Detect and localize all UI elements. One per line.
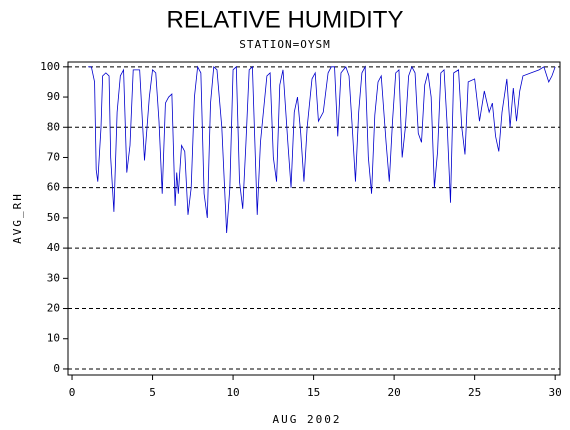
x-tick-label: 0 — [69, 386, 76, 399]
chart-subtitle: STATION=OYSM — [239, 38, 330, 51]
x-tick-label: 10 — [226, 386, 239, 399]
y-tick-label: 20 — [47, 302, 60, 315]
y-axis-label: AVG_RH — [11, 192, 24, 244]
y-tick-label: 80 — [47, 120, 60, 133]
x-tick-label: 15 — [307, 386, 320, 399]
x-axis-label: AUG 2002 — [273, 413, 342, 426]
y-tick-label: 50 — [47, 211, 60, 224]
data-line — [88, 65, 556, 234]
y-tick-label: 10 — [47, 332, 60, 345]
y-tick-label: 0 — [53, 362, 60, 375]
y-tick-label: 100 — [40, 60, 60, 73]
x-tick-label: 5 — [149, 386, 156, 399]
y-tick-label: 60 — [47, 181, 60, 194]
x-tick-label: 20 — [387, 386, 400, 399]
y-tick-label: 70 — [47, 150, 60, 163]
y-tick-label: 40 — [47, 241, 60, 254]
y-tick-label: 30 — [47, 271, 60, 284]
y-tick-label: 90 — [47, 90, 60, 103]
chart-title: RELATIVE HUMIDITY — [167, 6, 404, 33]
x-tick-label: 30 — [549, 386, 562, 399]
x-tick-label: 25 — [468, 386, 481, 399]
